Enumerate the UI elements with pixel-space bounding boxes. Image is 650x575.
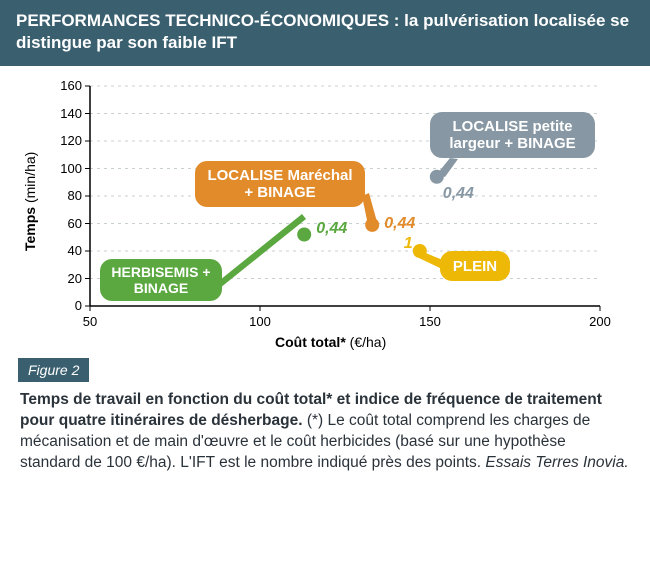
figure-number-badge: Figure 2	[18, 358, 89, 382]
header-banner: PERFORMANCES TECHNICO-ÉCONOMIQUES : la p…	[0, 0, 650, 66]
point-value-marechal: 0,44	[384, 215, 415, 233]
point-value-herbisemis: 0,44	[316, 220, 347, 238]
x-tick-label: 200	[580, 314, 620, 329]
y-tick-label: 40	[50, 243, 82, 258]
x-tick-label: 50	[70, 314, 110, 329]
callout-localise-petite: LOCALISE petite largeur + BINAGE	[430, 112, 595, 158]
y-tick-label: 120	[50, 133, 82, 148]
chart-svg	[0, 66, 650, 356]
callout-marechal: LOCALISE Maréchal + BINAGE	[195, 161, 365, 207]
figure-caption: Temps de travail en fonction du coût tot…	[0, 390, 650, 488]
point-value-localise-petite: 0,44	[443, 185, 474, 203]
y-tick-label: 140	[50, 106, 82, 121]
callout-plein: PLEIN	[440, 251, 510, 281]
y-tick-label: 0	[50, 298, 82, 313]
x-axis-label: Coût total* (€/ha)	[275, 334, 386, 350]
x-tick-label: 100	[240, 314, 280, 329]
y-tick-label: 20	[50, 271, 82, 286]
y-axis-label: Temps (min/ha)	[22, 152, 38, 251]
scatter-chart: 0 20 40 60 80 100 120 140 160 50 100 150 200 Coût tot…	[0, 66, 650, 356]
caption-italic: Essais Terres Inovia.	[485, 454, 628, 471]
x-tick-label: 150	[410, 314, 450, 329]
callout-herbisemis: HERBISEMIS + BINAGE	[100, 259, 222, 301]
point-value-plein: 1	[404, 235, 413, 253]
y-tick-label: 100	[50, 161, 82, 176]
y-tick-label: 160	[50, 78, 82, 93]
y-tick-label: 80	[50, 188, 82, 203]
y-tick-label: 60	[50, 216, 82, 231]
